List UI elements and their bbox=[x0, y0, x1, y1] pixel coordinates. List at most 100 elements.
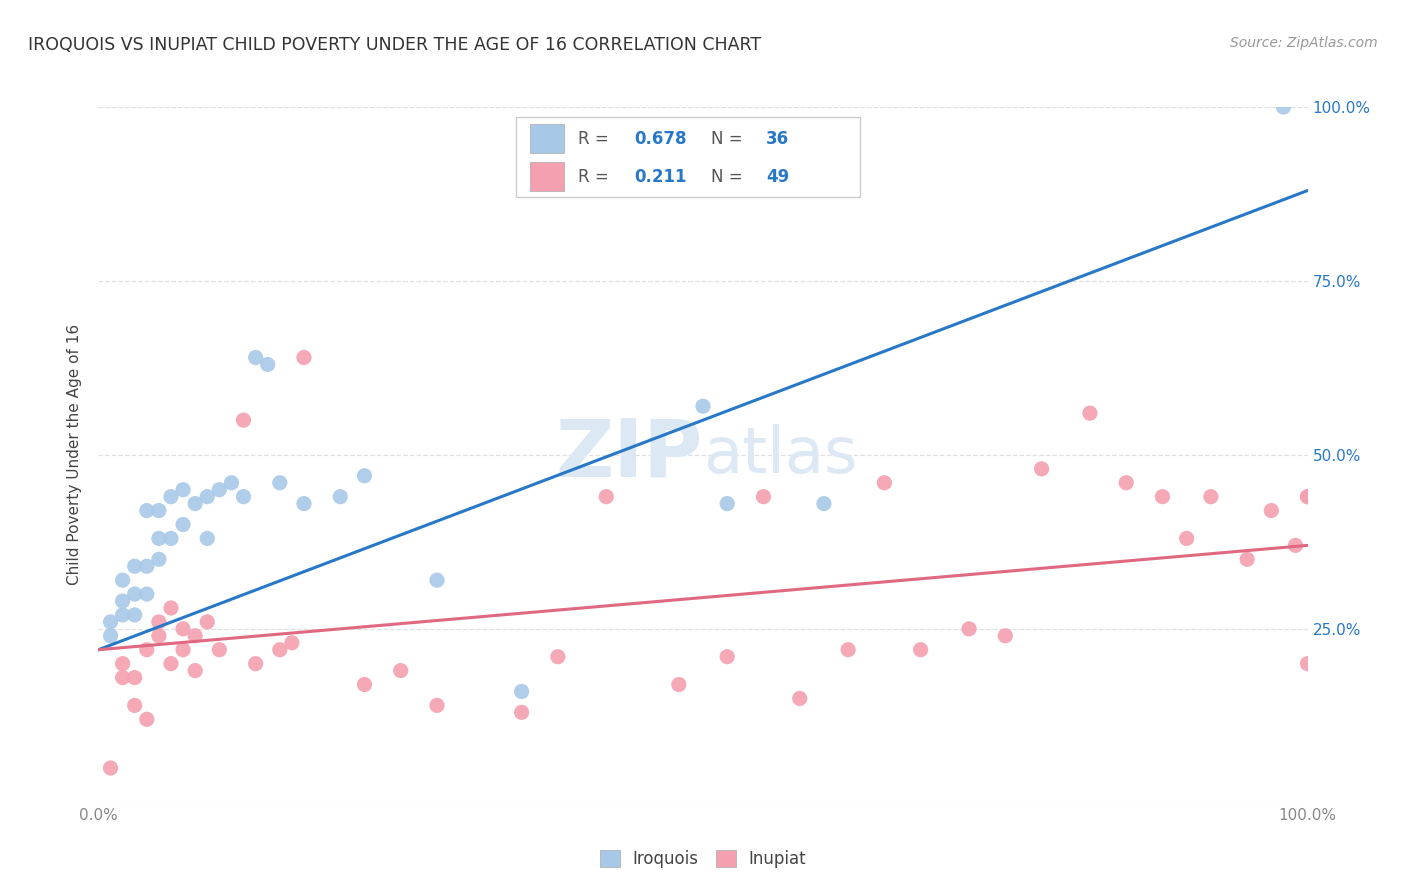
Point bbox=[269, 475, 291, 490]
Point bbox=[111, 594, 134, 608]
Text: Source: ZipAtlas.com: Source: ZipAtlas.com bbox=[1230, 36, 1378, 50]
Point bbox=[160, 532, 183, 546]
Point bbox=[148, 615, 170, 629]
Point bbox=[547, 649, 569, 664]
Point bbox=[245, 351, 267, 365]
Point bbox=[353, 468, 375, 483]
Text: R =: R = bbox=[578, 130, 614, 148]
Text: N =: N = bbox=[711, 169, 748, 186]
Point bbox=[135, 559, 157, 574]
Point bbox=[716, 497, 738, 511]
Point bbox=[111, 573, 134, 587]
Point bbox=[195, 532, 218, 546]
Point bbox=[208, 642, 231, 657]
Point bbox=[245, 657, 267, 671]
Point bbox=[172, 622, 194, 636]
Point bbox=[426, 698, 449, 713]
Point bbox=[692, 399, 714, 413]
Text: IROQUOIS VS INUPIAT CHILD POVERTY UNDER THE AGE OF 16 CORRELATION CHART: IROQUOIS VS INUPIAT CHILD POVERTY UNDER … bbox=[28, 36, 761, 54]
Point bbox=[281, 636, 304, 650]
Point bbox=[1260, 503, 1282, 517]
Point bbox=[910, 642, 932, 657]
Point bbox=[208, 483, 231, 497]
Point bbox=[813, 497, 835, 511]
Point bbox=[292, 351, 315, 365]
Point bbox=[1152, 490, 1174, 504]
Point bbox=[124, 671, 146, 685]
Point bbox=[172, 642, 194, 657]
Point bbox=[111, 657, 134, 671]
Point bbox=[160, 490, 183, 504]
Text: 0.678: 0.678 bbox=[634, 130, 686, 148]
Y-axis label: Child Poverty Under the Age of 16: Child Poverty Under the Age of 16 bbox=[67, 325, 83, 585]
Point bbox=[510, 706, 533, 720]
Point bbox=[752, 490, 775, 504]
Point bbox=[184, 497, 207, 511]
Point bbox=[135, 587, 157, 601]
Point bbox=[172, 517, 194, 532]
Point bbox=[111, 671, 134, 685]
Text: 36: 36 bbox=[766, 130, 789, 148]
Point bbox=[232, 490, 254, 504]
Point bbox=[160, 601, 183, 615]
Point bbox=[135, 712, 157, 726]
Point bbox=[195, 615, 218, 629]
Point bbox=[1284, 538, 1306, 552]
Point bbox=[1199, 490, 1222, 504]
Point bbox=[160, 657, 183, 671]
Point bbox=[1296, 490, 1319, 504]
Point bbox=[195, 490, 218, 504]
Point bbox=[100, 615, 122, 629]
Text: 49: 49 bbox=[766, 169, 789, 186]
Point bbox=[292, 497, 315, 511]
Point bbox=[148, 532, 170, 546]
Point bbox=[135, 642, 157, 657]
Point bbox=[184, 664, 207, 678]
Point bbox=[100, 761, 122, 775]
FancyBboxPatch shape bbox=[516, 118, 860, 197]
Point bbox=[510, 684, 533, 698]
Point bbox=[111, 607, 134, 622]
Point bbox=[124, 559, 146, 574]
Point bbox=[329, 490, 352, 504]
Point bbox=[221, 475, 243, 490]
Point bbox=[668, 677, 690, 691]
Point bbox=[256, 358, 278, 372]
Text: ZIP: ZIP bbox=[555, 416, 703, 494]
Point bbox=[184, 629, 207, 643]
Point bbox=[1115, 475, 1137, 490]
Point bbox=[1296, 657, 1319, 671]
Point bbox=[124, 587, 146, 601]
Point bbox=[789, 691, 811, 706]
Bar bbox=[530, 124, 564, 153]
Point bbox=[148, 552, 170, 566]
Point bbox=[595, 490, 617, 504]
Point bbox=[1236, 552, 1258, 566]
Bar bbox=[530, 161, 564, 191]
Point bbox=[124, 698, 146, 713]
Point bbox=[1296, 490, 1319, 504]
Point bbox=[716, 649, 738, 664]
Text: R =: R = bbox=[578, 169, 620, 186]
Point bbox=[426, 573, 449, 587]
Point bbox=[837, 642, 859, 657]
Point bbox=[269, 642, 291, 657]
Text: 0.211: 0.211 bbox=[634, 169, 686, 186]
Point bbox=[172, 483, 194, 497]
Point bbox=[1078, 406, 1101, 420]
Point bbox=[124, 607, 146, 622]
Point bbox=[957, 622, 980, 636]
Legend: Iroquois, Inupiat: Iroquois, Inupiat bbox=[593, 843, 813, 875]
Text: N =: N = bbox=[711, 130, 748, 148]
Point bbox=[232, 413, 254, 427]
Point bbox=[1175, 532, 1198, 546]
Point bbox=[1031, 462, 1053, 476]
Point bbox=[873, 475, 896, 490]
Point bbox=[148, 503, 170, 517]
Point bbox=[135, 503, 157, 517]
Point bbox=[1272, 100, 1295, 114]
Point bbox=[148, 629, 170, 643]
Point bbox=[994, 629, 1017, 643]
Point bbox=[100, 629, 122, 643]
Point bbox=[389, 664, 412, 678]
